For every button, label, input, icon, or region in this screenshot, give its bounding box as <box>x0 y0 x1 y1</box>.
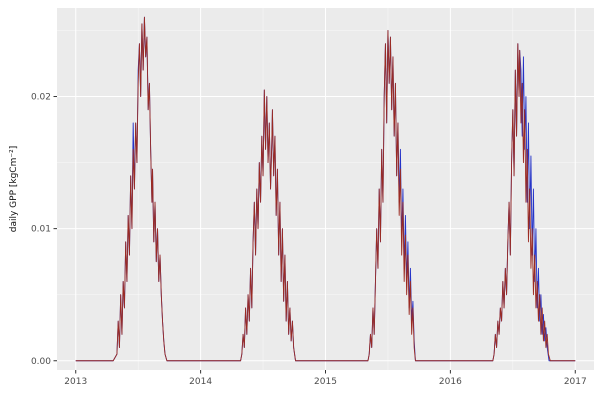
y-tick-label: 0.01 <box>31 225 51 235</box>
x-tick-label: 2016 <box>439 377 462 387</box>
series-line-observed-gpp-darkred <box>75 16 576 362</box>
x-tick-label: 2014 <box>189 377 212 387</box>
y-tick-label: 0.00 <box>31 357 51 367</box>
x-tick-label: 2013 <box>64 377 87 387</box>
x-tick-label: 2015 <box>314 377 337 387</box>
y-tick-label: 0.02 <box>31 93 51 103</box>
x-tick-label: 2017 <box>564 377 587 387</box>
